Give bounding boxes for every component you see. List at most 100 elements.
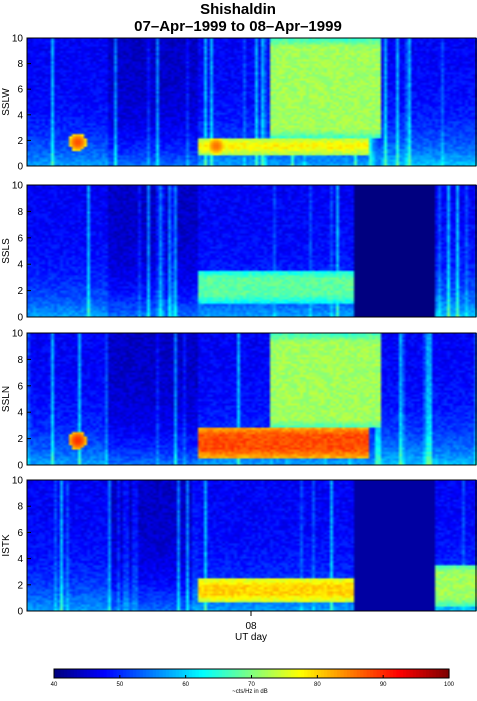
colorbar-segment xyxy=(93,669,98,678)
colorbar-segment xyxy=(116,669,121,678)
colorbar-segment xyxy=(218,669,223,678)
y-tick-label: 0 xyxy=(17,162,23,173)
colorbar-segment xyxy=(136,669,141,678)
y-tick-label: 8 xyxy=(17,59,23,70)
colorbar-segment xyxy=(231,669,236,678)
colorbar-segment xyxy=(77,669,81,678)
colorbar-segment xyxy=(373,669,378,678)
colorbar-segment xyxy=(399,669,404,678)
heatmap-image xyxy=(27,38,477,166)
colorbar-segment xyxy=(198,669,203,678)
colorbar-segment xyxy=(396,669,401,678)
y-tick-label: 6 xyxy=(17,381,23,392)
y-tick-label: 2 xyxy=(17,434,23,445)
y-tick-label: 6 xyxy=(17,233,23,244)
figure-subtitle: 07–Apr–1999 to 08–Apr–1999 xyxy=(134,18,342,35)
x-axis: 08 UT day xyxy=(235,611,267,643)
figure-title: Shishaldin xyxy=(200,1,276,18)
y-tick-label: 2 xyxy=(17,580,23,591)
colorbar-segment xyxy=(129,669,134,678)
y-tick-label: 6 xyxy=(17,528,23,539)
colorbar-tick-label: 90 xyxy=(380,682,387,688)
colorbar-segment xyxy=(83,669,88,678)
y-tick-label: 4 xyxy=(17,110,23,121)
x-axis-label: UT day xyxy=(235,632,267,643)
colorbar-segment xyxy=(425,669,430,678)
colorbar-segment xyxy=(73,669,78,678)
panels: 0 2 4 6 8 10 SSLW 0 2 4 6 8 10 SSLS 0 2 4 6 8 10 SSLN 0 2 4 6 8 10… xyxy=(1,34,477,618)
colorbar-segment xyxy=(442,669,447,678)
colorbar-segment xyxy=(208,669,213,678)
y-tick-label: 10 xyxy=(12,476,24,487)
colorbar-segment xyxy=(340,669,345,678)
colorbar-segment xyxy=(304,669,309,678)
colorbar-segment xyxy=(264,669,269,678)
colorbar-segment xyxy=(159,669,164,678)
colorbar-segment xyxy=(63,669,68,678)
colorbar-segment xyxy=(406,669,411,678)
colorbar-segment xyxy=(258,669,262,678)
panel-sslw: 0 2 4 6 8 10 SSLW xyxy=(1,34,477,173)
colorbar-segment xyxy=(323,669,328,678)
colorbar-segment xyxy=(67,669,72,678)
colorbar-segment xyxy=(142,669,147,678)
colorbar-segment xyxy=(225,669,230,678)
colorbar-segment xyxy=(175,669,180,678)
colorbar-segment xyxy=(317,669,322,678)
colorbar-segment xyxy=(228,669,233,678)
panel-ssls: 0 2 4 6 8 10 SSLS xyxy=(1,181,477,324)
colorbar-segment xyxy=(360,669,365,678)
colorbar-segment xyxy=(412,669,417,678)
colorbar-segment xyxy=(346,669,351,678)
colorbar-segment xyxy=(291,669,295,678)
colorbar-segment xyxy=(251,669,256,678)
colorbar-segment xyxy=(274,669,279,678)
colorbar-tick-label: 80 xyxy=(314,682,321,688)
colorbar-segment xyxy=(54,669,58,678)
y-tick-label: 10 xyxy=(12,34,24,45)
y-tick-label: 8 xyxy=(17,355,23,366)
colorbar-segment xyxy=(284,669,289,678)
heatmap-image xyxy=(27,185,477,317)
colorbar-segment xyxy=(445,669,450,678)
colorbar-segment xyxy=(310,669,315,678)
y-tick-label: 8 xyxy=(17,207,23,218)
y-tick-label: 10 xyxy=(12,329,24,340)
colorbar-segment xyxy=(113,669,118,678)
colorbar-segment xyxy=(103,669,108,678)
colorbar-segment xyxy=(363,669,368,678)
y-tick-label: 6 xyxy=(17,85,23,96)
panel-ssln: 0 2 4 6 8 10 SSLN xyxy=(1,329,477,472)
colorbar-segment xyxy=(337,669,341,678)
colorbar-segment xyxy=(165,669,170,678)
colorbar-segment xyxy=(261,669,266,678)
x-tick-label: 08 xyxy=(245,621,257,632)
panel-frame xyxy=(26,332,477,466)
colorbar-segment xyxy=(162,669,167,678)
colorbar-segment xyxy=(179,669,183,678)
colorbar-segment xyxy=(235,669,239,678)
colorbar-segment xyxy=(90,669,95,678)
colorbar-segment xyxy=(277,669,282,678)
colorbar-segment xyxy=(182,669,187,678)
y-tick-label: 0 xyxy=(17,461,23,472)
colorbar-segment xyxy=(215,669,220,678)
colorbar-segment xyxy=(271,669,276,678)
y-tick-label: 2 xyxy=(17,286,23,297)
colorbar-segment xyxy=(389,669,394,678)
colorbar-segment xyxy=(281,669,286,678)
panel-frame xyxy=(26,184,477,318)
colorbar-segment xyxy=(353,669,358,678)
colorbar-segment xyxy=(356,669,361,678)
colorbar-segment xyxy=(432,669,437,678)
colorbar-segment xyxy=(435,669,440,678)
colorbar-segment xyxy=(333,669,338,678)
colorbar-segment xyxy=(379,669,384,678)
colorbar-segment xyxy=(416,669,420,678)
colorbar-segment xyxy=(172,669,177,678)
colorbar-segment xyxy=(327,669,332,678)
colorbar-segment xyxy=(156,669,160,678)
panel-istk: 0 2 4 6 8 10 ISTK xyxy=(1,476,477,618)
